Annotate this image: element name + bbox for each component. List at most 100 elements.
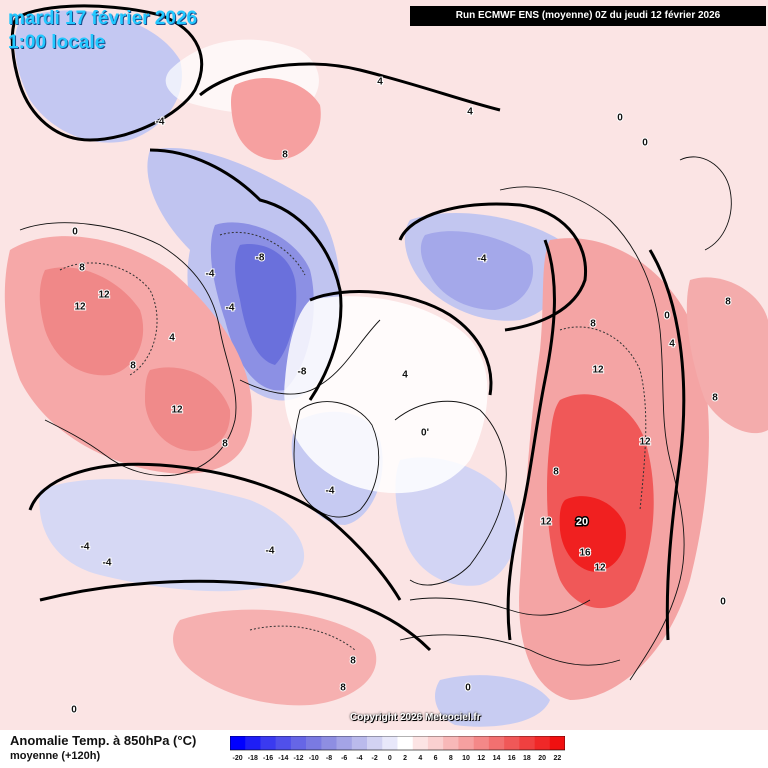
legend-tick-label: -2	[372, 755, 378, 762]
legend-tick-label: 16	[508, 755, 516, 762]
contour-value-label: 8	[725, 297, 731, 308]
zero-contour-north-pacific	[10, 4, 204, 142]
legend-color-swatch	[351, 736, 368, 750]
cold-core-siberia	[420, 231, 534, 310]
legend-color-swatch	[427, 736, 444, 750]
legend-color-swatch	[367, 736, 383, 750]
legend-tick-label: 22	[553, 755, 561, 762]
legend-subtitle: moyenne (+120h)	[10, 750, 101, 762]
temperature-anomaly-map: 4 8 4 0 0 -4 0 8 12 12 4 8 12 8 -8 -4 -8 -4 4 0' -4 -4 -4 -4 -4 0…	[0, 0, 768, 730]
cold-region-atlantic	[39, 479, 305, 592]
zero-contour-bering	[199, 62, 501, 112]
legend-tick-label: -4	[356, 755, 362, 762]
zero-contour-asia-west	[506, 239, 556, 641]
contour-value-label: 8	[130, 361, 136, 372]
cold-region-europe	[395, 457, 516, 586]
legend-color-swatch	[230, 736, 246, 750]
zero-contour-siberia	[398, 202, 588, 332]
legend-color-swatch	[336, 736, 353, 750]
legend-tick-label: 18	[523, 755, 531, 762]
legend-tick-label: 8	[449, 755, 453, 762]
anomaly-contours	[59, 231, 647, 651]
legend-tick-label: 12	[477, 755, 485, 762]
zero-contour-asia-east	[648, 249, 686, 641]
contour-value-label: 4	[169, 333, 175, 344]
warm-region-east	[686, 277, 768, 434]
legend-color-swatch	[534, 736, 551, 750]
coastline-europe	[394, 400, 507, 586]
legend-color-swatch	[458, 736, 474, 750]
contour-value-label: -4	[478, 254, 487, 265]
contour-line-c	[219, 231, 306, 276]
legend-tick-label: -6	[341, 755, 347, 762]
legend-color-swatch	[504, 736, 520, 750]
model-run-banner: Run ECMWF ENS (moyenne) 0Z du jeudi 12 f…	[410, 6, 766, 26]
legend-color-swatch	[397, 736, 414, 750]
legend-tick-label: -14	[278, 755, 288, 762]
legend-color-swatch	[519, 736, 535, 750]
copyright-notice: Copyright 2026 Meteociel.fr	[350, 712, 481, 723]
legend-tick-label: -20	[233, 755, 243, 762]
coastline-north-america	[19, 222, 237, 477]
legend-tick-label: 14	[493, 755, 501, 762]
contour-value-label: 12	[639, 437, 651, 448]
legend-color-swatch	[290, 736, 307, 750]
contour-value-label: 8	[712, 393, 718, 404]
legend-color-swatch	[321, 736, 337, 750]
warm-region-bering	[231, 77, 321, 160]
legend-tick-label: -18	[248, 755, 258, 762]
contour-value-label: -4	[226, 303, 235, 314]
contour-value-label: 4	[669, 339, 675, 350]
warm-core-north-america	[39, 267, 144, 376]
forecast-date: mardi 17 février 2026	[8, 8, 198, 29]
coastline-japan	[679, 156, 732, 251]
contour-value-label: 8	[222, 439, 228, 450]
legend-color-swatch	[275, 736, 292, 750]
contour-value-label: -4	[103, 558, 112, 569]
warm-core-us-east	[145, 367, 231, 451]
legend-tick-label: -8	[326, 755, 332, 762]
zero-contour-canada	[149, 148, 343, 401]
contour-value-label: 12	[171, 405, 183, 416]
cold-region-north-pacific	[14, 10, 182, 143]
contour-line-d	[249, 625, 356, 651]
contour-value-label: 0	[664, 311, 670, 322]
contour-value-label: 0	[465, 683, 471, 694]
contour-value-label: 4	[402, 370, 408, 381]
legend-tick-label: 6	[434, 755, 438, 762]
legend-tick-label: -12	[293, 755, 303, 762]
contour-value-label: -4	[156, 117, 165, 128]
legend-color-swatch	[382, 736, 398, 750]
contour-value-label: 8	[553, 467, 559, 478]
legend-tick-label: -10	[309, 755, 319, 762]
color-scale-legend: -20 -18 -16 -14 -12 -10 -8 -6 -4 -2 0 2 4 6 8 10 12 14 16 1…	[230, 736, 565, 762]
legend-color-swatch	[306, 736, 322, 750]
contour-value-label: -4	[206, 269, 215, 280]
legend-color-swatch	[488, 736, 505, 750]
contour-value-label: -4	[266, 546, 275, 557]
contour-value-label: 0	[72, 227, 78, 238]
legend-title: Anomalie Temp. à 850hPa (°C)	[10, 733, 197, 748]
contour-value-label: 8	[590, 319, 596, 330]
contour-value-label: 0	[71, 705, 77, 716]
coastline-asia	[499, 186, 685, 681]
legend-color-swatch	[443, 736, 459, 750]
contour-value-label: -4	[81, 542, 90, 553]
zero-contour-atlantic	[28, 462, 402, 601]
contour-value-label: -8	[298, 367, 307, 378]
contour-value-label: -8	[256, 253, 265, 264]
contour-value-label: 0	[617, 113, 623, 124]
contour-value-label: 8	[340, 683, 346, 694]
contour-value-label: 0'	[421, 428, 429, 439]
warm-peak-asia	[559, 496, 626, 572]
legend-tick-label: 4	[418, 755, 422, 762]
zero-contour-south-pacific	[39, 579, 432, 652]
contour-value-label: 0	[720, 597, 726, 608]
contour-value-label: 12	[594, 563, 606, 574]
coastline-greenland	[293, 401, 380, 518]
legend-tick-label: 20	[538, 755, 546, 762]
contour-value-label: 8	[350, 656, 356, 667]
contour-value-label: 12	[540, 517, 552, 528]
legend-color-swatch	[412, 736, 429, 750]
